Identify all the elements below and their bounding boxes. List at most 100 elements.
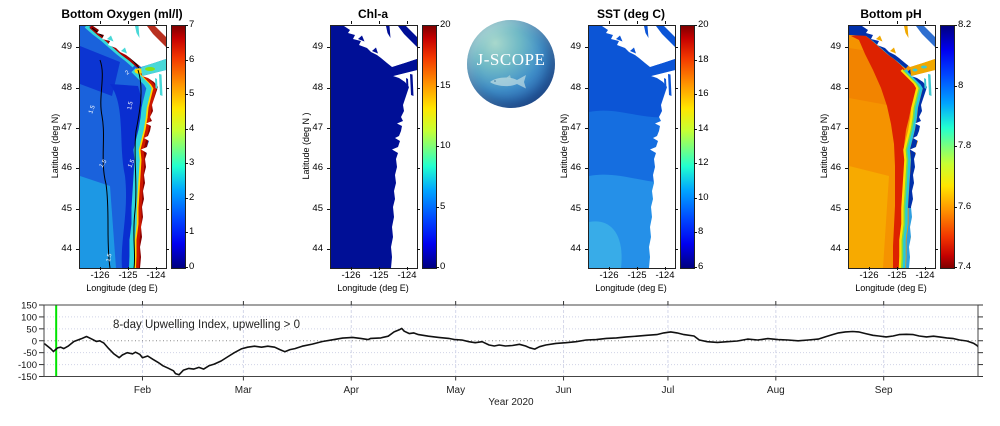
lon-tick-label: -126: [341, 270, 361, 281]
x-axis-label: Longitude (deg E): [595, 283, 667, 293]
colorbar-tick-label: 4: [189, 122, 195, 134]
colorbar-tick: [436, 85, 439, 87]
lat-tick: [76, 47, 79, 49]
lat-tick-label: 49: [830, 41, 841, 53]
lat-tick: [327, 168, 330, 170]
contour-label: 2: [124, 69, 131, 76]
lon-tick: [100, 21, 101, 24]
lon-tick: [351, 21, 352, 24]
colorbar-bottom-ph: [940, 25, 955, 269]
lat-tick: [166, 47, 169, 49]
month-tick-label: Jun: [555, 385, 571, 396]
lat-tick: [76, 248, 79, 250]
lat-tick-label: 47: [61, 121, 72, 133]
lat-tick: [935, 47, 938, 49]
map-chl-a: [330, 25, 418, 269]
colorbar-tick-label: 8: [958, 79, 964, 91]
lat-tick-label: 46: [61, 162, 72, 174]
colorbar-tick: [185, 197, 188, 199]
lat-tick-label: 48: [830, 81, 841, 93]
colorbar-tick: [436, 25, 439, 26]
panel-title: Bottom pH: [860, 7, 922, 21]
lon-tick: [869, 267, 870, 270]
colorbar-tick-label: 6: [698, 261, 704, 272]
lat-tick: [76, 168, 79, 170]
lon-tick: [665, 267, 666, 270]
logo-circle: [467, 20, 555, 108]
colorbar-tick: [185, 25, 188, 26]
colorbar-tick-label: 12: [698, 157, 709, 169]
lat-tick: [417, 248, 420, 250]
lon-tick-label: -124: [915, 270, 935, 281]
panel-bottom-ph: Bottom pH Latitude (deg N) Longitude (deg …: [803, 0, 979, 298]
lon-tick: [100, 267, 101, 270]
lat-tick-label: 47: [312, 121, 323, 133]
lat-tick-label: 46: [312, 162, 323, 174]
lon-tick: [637, 267, 638, 270]
month-tick-label: Sep: [875, 385, 893, 396]
colorbar-tick-label: 14: [698, 122, 709, 134]
month-tick-label: May: [446, 385, 465, 396]
lon-tick-label: -126: [859, 270, 879, 281]
colorbar-tick: [694, 197, 697, 199]
colorbar-tick-label: 1: [189, 226, 195, 238]
lon-tick: [379, 21, 380, 24]
y-tick-label: 50: [26, 324, 37, 335]
colorbar-tick: [436, 146, 439, 147]
upwelling-annotation: 8-day Upwelling Index, upwelling > 0: [113, 319, 300, 331]
lat-tick-label: 47: [830, 121, 841, 133]
lat-tick-label: 45: [312, 202, 323, 214]
logo-title: J-SCOPE: [476, 50, 546, 69]
panel-title: SST (deg C): [597, 7, 665, 21]
fish-icon: [490, 75, 526, 89]
lat-tick-label: 48: [312, 81, 323, 93]
month-tick-label: Mar: [235, 385, 253, 396]
y-tick-label: 100: [21, 312, 37, 323]
panel-title: Chl-a: [358, 7, 388, 21]
map-bottom-oxygen: 1.5 1.5 1.5 1.5 1.5 2: [79, 25, 167, 269]
lat-tick: [327, 127, 330, 129]
panel-sst: SST (deg C) Latitude (deg N) Longitude (de…: [543, 0, 719, 298]
lon-tick: [156, 267, 157, 270]
y-tick-label: 150: [21, 301, 37, 312]
lat-tick: [166, 127, 169, 129]
colorbar-tick: [694, 267, 697, 268]
panel-title: Bottom Oxygen (ml/l): [61, 7, 183, 21]
colorbar-tick: [954, 146, 957, 147]
lat-tick: [935, 248, 938, 250]
lat-tick: [845, 127, 848, 129]
colorbar-tick: [954, 206, 957, 208]
colorbar-tick: [185, 163, 188, 165]
lat-tick: [327, 87, 330, 89]
lat-tick: [935, 208, 938, 210]
lon-tick: [869, 21, 870, 24]
lat-tick: [845, 87, 848, 89]
contour-label: 1.5: [99, 158, 109, 169]
lon-tick: [609, 267, 610, 270]
contour-label: 1.5: [127, 100, 135, 110]
colorbar-tick-label: 7.8: [958, 140, 972, 151]
y-tick-label: -150: [18, 372, 37, 383]
lat-tick-label: 48: [61, 81, 72, 93]
lat-tick: [935, 168, 938, 170]
lat-tick-label: 45: [570, 202, 581, 214]
lat-tick: [166, 168, 169, 170]
colorbar-tick: [185, 128, 188, 130]
colorbar-tick-label: 20: [698, 19, 709, 30]
lat-tick: [166, 208, 169, 210]
month-tick-label: Aug: [767, 385, 785, 396]
lat-tick-label: 44: [830, 242, 841, 254]
lat-tick-label: 44: [312, 242, 323, 254]
colorbar-tick-label: 5: [189, 88, 195, 100]
upwelling-series-line: [44, 327, 978, 376]
panel-bottom-oxygen: Bottom Oxygen (ml/l) Latitude (deg N) Long…: [34, 0, 210, 298]
colorbar-tick-label: 0: [189, 261, 195, 272]
lat-tick-label: 49: [61, 41, 72, 53]
panel-chl-a: Chl-a Latitude (deg N ) Longitude (deg E) 4…: [285, 0, 461, 298]
lat-tick: [675, 47, 678, 49]
colorbar-bottom-oxygen: [171, 25, 186, 269]
colorbar-chl-a: [422, 25, 437, 269]
lat-tick: [76, 87, 79, 89]
lat-tick: [166, 87, 169, 89]
colorbar-tick: [954, 25, 957, 26]
